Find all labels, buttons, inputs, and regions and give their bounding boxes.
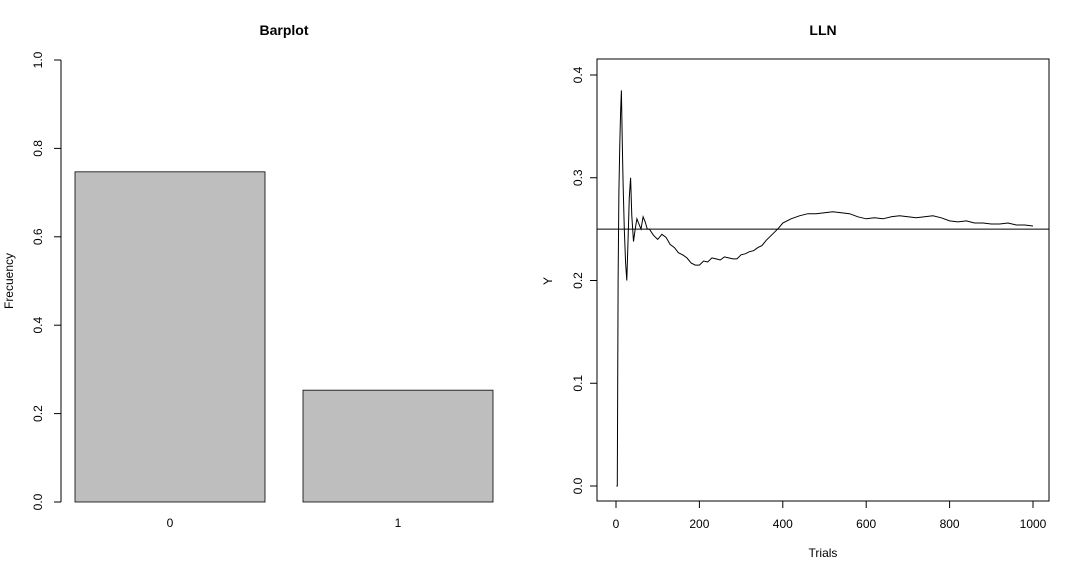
barplot-y-axis-label: Frecuency — [2, 253, 16, 309]
lln-y-tick-label: 0.0 — [571, 477, 585, 494]
lln-plot-box — [596, 58, 1050, 502]
barplot-y-tick-label: 0.4 — [31, 317, 45, 334]
lln-x-tick-label: 200 — [689, 517, 709, 531]
lln-x-axis-label: Trials — [809, 546, 838, 560]
lln-y-tick-label: 0.3 — [571, 169, 585, 186]
barplot-x-tick-label: 1 — [395, 516, 402, 530]
barplot-panel: Barplot Frecuency 0.0 0.2 0.4 0.6 0.8 1.0 0 1 — [2, 22, 494, 530]
barplot-y-tick-label: 1.0 — [31, 51, 45, 68]
lln-y-axis-label: Y — [541, 277, 555, 285]
barplot-y-tick-label: 0.0 — [31, 493, 45, 510]
bar — [302, 389, 494, 503]
barplot-y-tick-label: 0.2 — [31, 405, 45, 422]
series-line — [616, 90, 1034, 487]
lln-x-tick-label: 1000 — [1020, 517, 1047, 531]
lln-x-tick-label: 0 — [613, 517, 620, 531]
lln-y-tick-label: 0.2 — [571, 272, 585, 289]
barplot-title: Barplot — [260, 22, 309, 38]
barplot-x-tick-label: 0 — [167, 516, 174, 530]
lln-x-tick-label: 800 — [940, 517, 960, 531]
lln-panel: LLN Trials Y 0 200 400 600 800 1000 0.0 0.1 0.2 0.3 0… — [541, 22, 1050, 560]
lln-title: LLN — [809, 22, 836, 38]
lln-y-tick-label: 0.4 — [571, 66, 585, 83]
bar — [74, 171, 266, 503]
lln-x-tick-label: 400 — [773, 517, 793, 531]
barplot-y-tick-label: 0.8 — [31, 140, 45, 157]
barplot-y-tick-label: 0.6 — [31, 228, 45, 245]
lln-y-tick-label: 0.1 — [571, 375, 585, 392]
lln-x-tick-label: 600 — [856, 517, 876, 531]
